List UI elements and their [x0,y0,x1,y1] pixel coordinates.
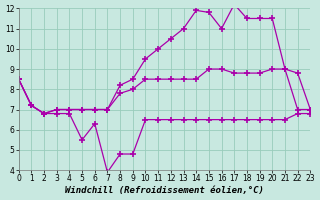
X-axis label: Windchill (Refroidissement éolien,°C): Windchill (Refroidissement éolien,°C) [65,186,264,195]
